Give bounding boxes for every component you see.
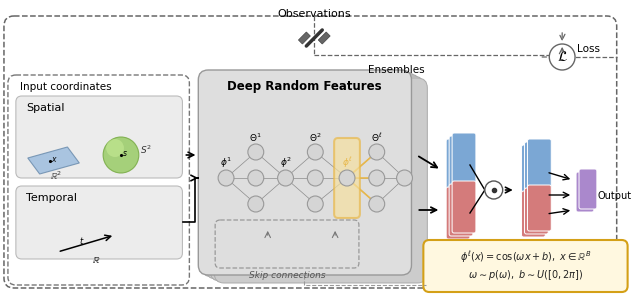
Circle shape — [369, 170, 385, 186]
Circle shape — [307, 196, 323, 212]
Text: Ensembles: Ensembles — [368, 65, 425, 75]
FancyBboxPatch shape — [527, 139, 551, 193]
FancyBboxPatch shape — [452, 181, 476, 233]
Text: $\phi^2$: $\phi^2$ — [280, 155, 292, 170]
FancyBboxPatch shape — [525, 142, 548, 196]
Text: $\Theta^{\ell}$: $\Theta^{\ell}$ — [371, 132, 383, 144]
Text: $\mathbb{R}^2$: $\mathbb{R}^2$ — [51, 170, 63, 182]
Circle shape — [103, 137, 139, 173]
Text: $\mathbb{R}$: $\mathbb{R}$ — [92, 255, 100, 265]
Circle shape — [218, 170, 234, 186]
FancyBboxPatch shape — [446, 139, 470, 191]
Text: $t$: $t$ — [79, 235, 84, 246]
Circle shape — [397, 170, 412, 186]
FancyBboxPatch shape — [522, 191, 545, 237]
FancyBboxPatch shape — [214, 78, 428, 283]
FancyBboxPatch shape — [449, 136, 473, 188]
Circle shape — [248, 144, 264, 160]
Polygon shape — [298, 32, 310, 44]
Circle shape — [549, 44, 575, 70]
Text: $\phi^1$: $\phi^1$ — [220, 155, 232, 170]
Text: Temporal: Temporal — [26, 193, 77, 203]
Text: $\phi^{\ell}$: $\phi^{\ell}$ — [342, 155, 353, 170]
FancyBboxPatch shape — [210, 76, 424, 281]
FancyBboxPatch shape — [576, 172, 594, 212]
Circle shape — [369, 196, 385, 212]
Text: Skip connections: Skip connections — [249, 271, 325, 280]
Text: $\omega \sim p(\omega),\ b \sim U([0, 2\pi])$: $\omega \sim p(\omega),\ b \sim U([0, 2\… — [468, 268, 583, 282]
Circle shape — [278, 170, 294, 186]
FancyBboxPatch shape — [334, 138, 360, 218]
Text: Input coordinates: Input coordinates — [20, 82, 111, 92]
FancyBboxPatch shape — [525, 188, 548, 234]
Text: $s$: $s$ — [122, 148, 128, 158]
Polygon shape — [318, 32, 330, 44]
Text: $\phi^\ell(x) = \cos(\omega x + b),\ x \in \mathbb{R}^B$: $\phi^\ell(x) = \cos(\omega x + b),\ x \… — [460, 249, 591, 265]
Text: $\Theta^1$: $\Theta^1$ — [250, 132, 262, 144]
Text: Observations: Observations — [278, 9, 351, 19]
FancyBboxPatch shape — [452, 133, 476, 185]
Circle shape — [485, 181, 502, 199]
Text: $\Theta^2$: $\Theta^2$ — [309, 132, 321, 144]
Text: Deep Random Features: Deep Random Features — [227, 80, 381, 93]
Text: $x$: $x$ — [51, 155, 58, 163]
FancyBboxPatch shape — [206, 74, 419, 279]
FancyBboxPatch shape — [527, 185, 551, 231]
Circle shape — [307, 144, 323, 160]
FancyBboxPatch shape — [16, 96, 182, 178]
Circle shape — [339, 170, 355, 186]
FancyBboxPatch shape — [579, 169, 597, 209]
Text: $S^2$: $S^2$ — [140, 144, 152, 156]
FancyBboxPatch shape — [449, 184, 473, 236]
FancyBboxPatch shape — [522, 145, 545, 199]
Text: Spatial: Spatial — [26, 103, 64, 113]
Polygon shape — [28, 147, 79, 174]
Text: Output: Output — [598, 191, 632, 201]
FancyBboxPatch shape — [202, 72, 415, 277]
Text: $\mathcal{L}$: $\mathcal{L}$ — [557, 50, 568, 64]
Circle shape — [106, 139, 124, 157]
Circle shape — [248, 170, 264, 186]
FancyBboxPatch shape — [198, 70, 412, 275]
Circle shape — [248, 196, 264, 212]
FancyBboxPatch shape — [424, 240, 628, 292]
Circle shape — [307, 170, 323, 186]
Text: Loss: Loss — [577, 44, 600, 54]
FancyBboxPatch shape — [446, 187, 470, 239]
Circle shape — [369, 144, 385, 160]
FancyBboxPatch shape — [16, 186, 182, 259]
